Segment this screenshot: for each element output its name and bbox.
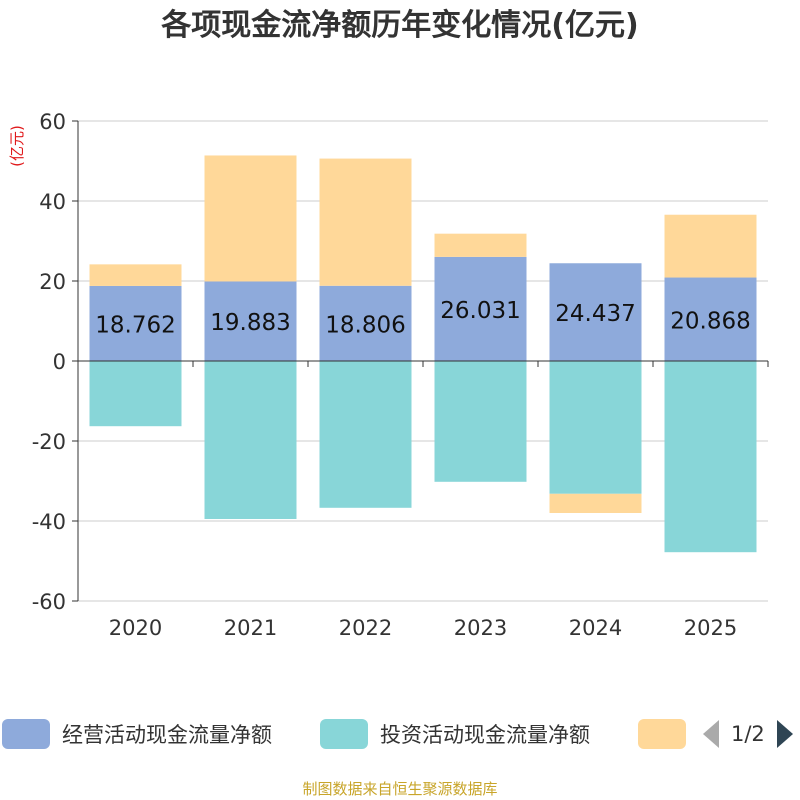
data-label: 18.806 (325, 312, 405, 338)
bar-2024-series-0[interactable] (549, 263, 642, 361)
bar-2023-series-0[interactable] (434, 256, 527, 361)
legend-prev-icon[interactable] (703, 720, 719, 748)
x-tick-label: 2023 (454, 616, 507, 640)
data-label: 20.868 (670, 308, 750, 334)
y-tick-label: -20 (32, 430, 66, 454)
y-tick-label: 20 (39, 270, 66, 294)
x-tick-label: 2021 (224, 616, 277, 640)
bar-2022-series-0[interactable] (319, 285, 412, 361)
y-tick-label: -40 (32, 510, 66, 534)
legend-label-investing: 投资活动现金流量净额 (380, 723, 590, 747)
data-label: 19.883 (210, 310, 290, 336)
legend-swatch-third (638, 719, 686, 749)
legend-pager: 1/2 (703, 716, 793, 752)
y-tick-label: 60 (39, 110, 66, 134)
source-footer: 制图数据来自恒生聚源数据库 (302, 780, 498, 798)
bar-2025-series-2[interactable] (664, 214, 757, 278)
y-tick-label: 0 (53, 350, 66, 374)
y-tick-label: -60 (32, 590, 66, 614)
legend-item-investing[interactable]: 投资活动现金流量净额 (320, 716, 590, 752)
data-label: 24.437 (555, 301, 635, 327)
chart-title: 各项现金流净额历年变化情况(亿元) (161, 8, 639, 43)
x-tick-label: 2024 (569, 616, 622, 640)
bar-2021-series-1[interactable] (204, 361, 297, 519)
legend-swatch-operating (2, 719, 50, 749)
bar-2020-series-2[interactable] (89, 264, 182, 286)
legend-next-icon[interactable] (776, 720, 793, 748)
x-tick-label: 2020 (109, 616, 162, 640)
bar-2023-series-2[interactable] (434, 233, 527, 257)
y-tick-label: 40 (39, 190, 66, 214)
bars (89, 155, 757, 553)
bar-2021-series-0[interactable] (204, 281, 297, 361)
bar-2023-series-1[interactable] (434, 361, 527, 482)
axes: 60 40 20 0 -20 -40 -60 2020 2021 2022 2023 2024 2025 (32, 110, 769, 640)
data-label: 26.031 (440, 298, 520, 324)
x-tick-label: 2025 (684, 616, 737, 640)
bar-2025-series-1[interactable] (664, 361, 757, 553)
data-labels: 18.762 19.883 18.806 26.031 24.437 20.868 (95, 298, 750, 339)
legend-item-third[interactable] (638, 716, 686, 752)
legend-swatch-investing (320, 719, 368, 749)
bar-2025-series-0[interactable] (664, 277, 757, 361)
bar-2022-series-2[interactable] (319, 158, 412, 286)
bar-2020-series-0[interactable] (89, 285, 182, 361)
legend: 经营活动现金流量净额 投资活动现金流量净额 1/2 (0, 716, 800, 756)
bar-2024-series-1[interactable] (549, 361, 642, 494)
bar-2022-series-1[interactable] (319, 361, 412, 508)
legend-page-indicator: 1/2 (731, 722, 765, 746)
bar-2020-series-1[interactable] (89, 361, 182, 427)
bar-2021-series-2[interactable] (204, 155, 297, 282)
bar-2024-series-2[interactable] (549, 493, 642, 513)
data-label: 18.762 (95, 312, 175, 338)
legend-item-operating[interactable]: 经营活动现金流量净额 (2, 716, 272, 752)
legend-label-operating: 经营活动现金流量净额 (62, 723, 272, 747)
y-axis-label: (亿元) (8, 125, 26, 167)
x-tick-label: 2022 (339, 616, 392, 640)
grid-lines (78, 120, 768, 602)
